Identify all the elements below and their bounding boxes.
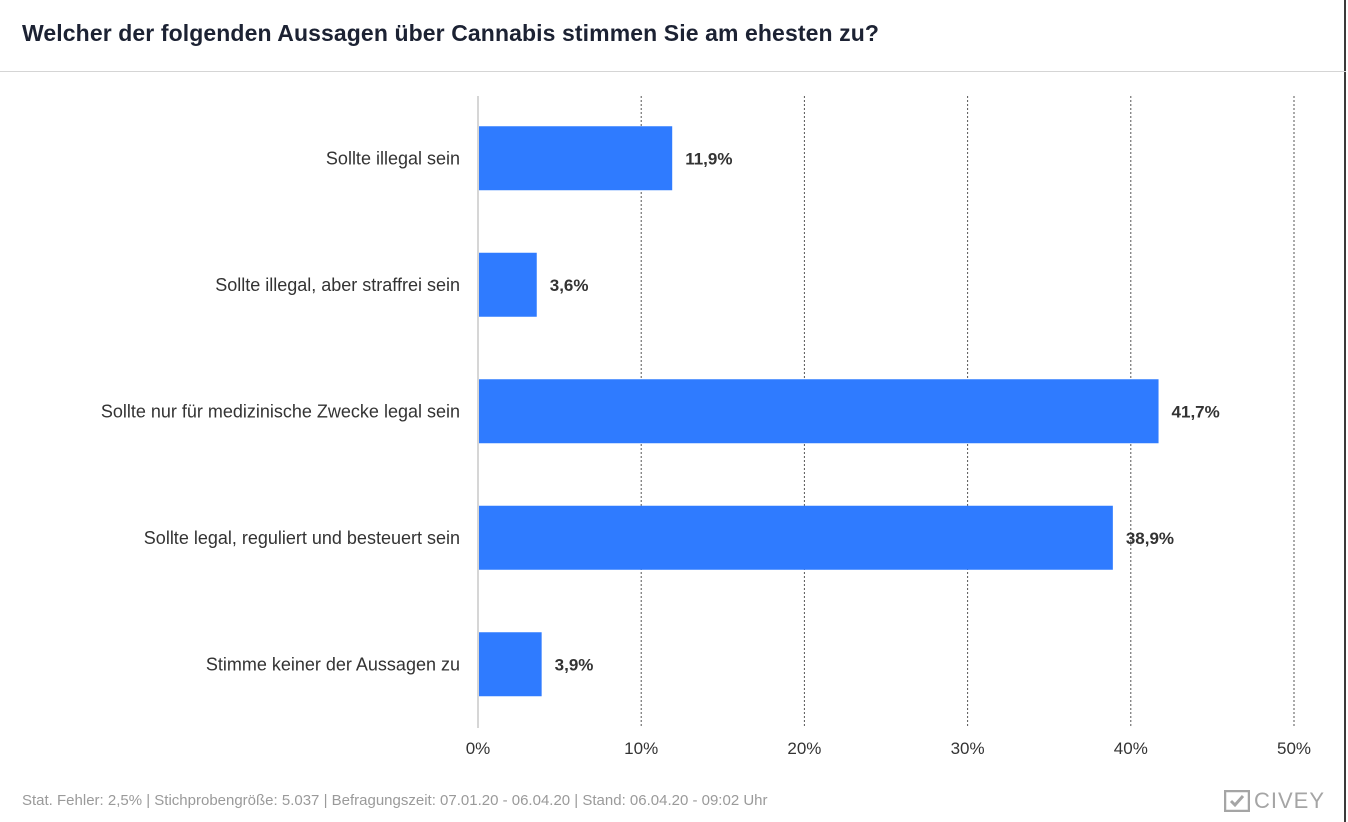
- brand-name: CIVEY: [1254, 788, 1326, 813]
- data-label: 11,9%: [685, 149, 732, 168]
- category-label: Sollte illegal sein: [326, 148, 460, 168]
- category-label: Stimme keiner der Aussagen zu: [206, 654, 460, 674]
- data-label: 41,7%: [1172, 402, 1220, 421]
- data-label: 38,9%: [1126, 529, 1174, 548]
- category-label: Sollte nur für medizinische Zwecke legal…: [101, 401, 460, 421]
- title-divider: [0, 71, 1346, 72]
- bar-chart: Sollte illegal sein 11,9% Sollte illegal, …: [101, 96, 1311, 758]
- bar: [479, 126, 673, 191]
- page-title: Welcher der folgenden Aussagen über Cann…: [22, 20, 880, 46]
- data-label: 3,6%: [550, 276, 589, 295]
- bar: [479, 632, 542, 697]
- category-label: Sollte illegal, aber straffrei sein: [215, 275, 460, 295]
- x-tick-label: 10%: [624, 739, 658, 758]
- x-tick-label: 0%: [466, 739, 491, 758]
- brand-logo[interactable]: CIVEY: [1224, 788, 1325, 814]
- category-label: Sollte legal, reguliert und besteuert se…: [144, 528, 460, 548]
- x-tick-label: 20%: [787, 739, 821, 758]
- bar: [479, 505, 1113, 570]
- x-tick-label: 50%: [1277, 739, 1311, 758]
- footer-meta: Stat. Fehler: 2,5% | Stichprobengröße: 5…: [22, 792, 768, 809]
- x-tick-label: 30%: [951, 739, 985, 758]
- civey-logo-icon: [1224, 790, 1250, 812]
- bar: [479, 379, 1159, 444]
- data-label: 3,9%: [555, 655, 594, 674]
- x-tick-label: 40%: [1114, 739, 1148, 758]
- bar: [479, 252, 537, 317]
